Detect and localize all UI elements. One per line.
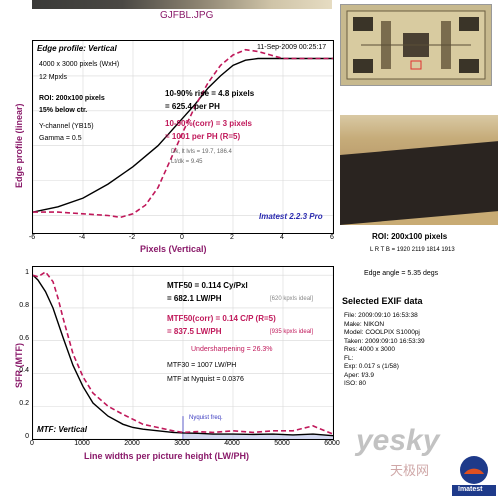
edge-timestamp: 11-Sep-2009 00:25:17 (257, 44, 327, 51)
edge-rise: 10-90% rise = 4.8 pixels (165, 89, 255, 98)
mtf50c-ideal: [935 kpxls ideal] (270, 329, 314, 335)
undersharp: Undersharpening = 26.3% (191, 346, 273, 353)
mtf30: MTF30 = 1007 LW/PH (167, 362, 237, 369)
edge-corr-ph: = 1001 per PH (R=5) (165, 132, 241, 141)
mtf-nyq: MTF at Nyquist = 0.0376 (167, 376, 244, 383)
mtf-xtick-label: 4000 (224, 440, 240, 447)
exif-title: Selected EXIF data (342, 296, 423, 306)
edge-below-ctr: 15% below ctr. (39, 107, 88, 114)
edge-xtick-label: -2 (128, 234, 136, 241)
mtf-ytick-label: 0.2 (19, 400, 29, 408)
roi-lrtb: L R T B = 1920 2119 1814 1913 (370, 247, 455, 253)
mtf50c: MTF50(corr) = 0.14 C/P (R=5) (167, 314, 276, 323)
roi-image (340, 115, 498, 225)
edge-xtick-label: 2 (230, 234, 234, 241)
mtf-xtick-label: 2000 (124, 440, 140, 447)
test-chart-thumbnail-svg (346, 10, 486, 80)
yesky-cn-watermark: 天极网 (390, 463, 430, 478)
mtf-xtick-label: 3000 (174, 440, 190, 447)
edge-lt-dk: Lt/dk = 9.45 (171, 159, 203, 165)
edge-xtick-label: -4 (78, 234, 86, 241)
imatest-logo: Imatest (452, 452, 496, 496)
exif-list: File: 2009:09:10 16:53:38 Make: NIKON Mo… (344, 312, 425, 389)
edge-roi-line: ROI: 200x100 pixels (39, 95, 105, 102)
edge-dk-lt: Dk, lt lvls = 19.7, 186.4 (171, 149, 232, 155)
mtf50-lw: = 682.1 LW/PH (167, 294, 222, 303)
mtf-xtick-label: 6000 (324, 440, 340, 447)
mtf50-ideal: [620 kpxls ideal] (270, 296, 314, 302)
mtf-xlabel: Line widths per picture height (LW/PH) (84, 451, 250, 461)
edge-ylabel: Edge profile (linear) (14, 103, 24, 188)
yesky-watermark: yesky (356, 424, 440, 457)
mtf-xtick-label: 0 (30, 440, 34, 447)
exif-line: File: 2009:09:10 16:53:38 (344, 312, 418, 319)
mtf-ytick-label: 1 (25, 269, 29, 277)
edge-mpxls: 12 Mpxls (39, 74, 68, 81)
mtf-series-corr (33, 270, 333, 435)
edge-profile-plot: Edge profile: Vertical 11-Sep-2009 00:25… (32, 40, 334, 234)
edge-watermark: Imatest 2.2.3 Pro (259, 212, 323, 221)
imatest-logo-svg (452, 456, 496, 496)
mtf50c-lw: = 837.5 LW/PH (167, 327, 222, 336)
edge-gradient-strip (32, 0, 332, 9)
mtf-plot: MTF50 = 0.114 Cy/Pxl = 682.1 LW/PH [620 … (32, 266, 334, 440)
mtf-ytick-label: 0.8 (19, 301, 29, 309)
edge-angle: Edge angle = 5.35 degs (364, 270, 439, 277)
exif-line: Aper: f/3.9 (344, 371, 374, 379)
edge-xtick-label: 0 (180, 234, 184, 241)
edge-corr: 10-90%(corr) = 3 pixels (165, 119, 252, 128)
exif-line: Make: NIKON (344, 320, 385, 328)
edge-series-corr (33, 48, 333, 219)
edge-gamma: Gamma = 0.5 (39, 135, 82, 142)
edge-xtick-label: 4 (280, 234, 284, 241)
exif-line: Exp: 0.017 s (1/58) (344, 363, 399, 370)
edge-xtick-label: 6 (330, 234, 334, 241)
edge-xtick-label: -6 (28, 234, 36, 241)
edge-xlabel: Pixels (Vertical) (140, 244, 207, 254)
edge-size-line: 4000 x 3000 pixels (WxH) (39, 61, 120, 68)
mtf-ylabel: SFR (MTF) (14, 343, 24, 388)
edge-channel: Y-channel (YB15) (39, 123, 94, 130)
exif-line: Taken: 2009:09:10 16:53:39 (344, 337, 425, 345)
test-chart-thumbnail (340, 4, 492, 86)
mtf-xtick-label: 1000 (74, 440, 90, 447)
mtf-series-black (33, 274, 333, 437)
edge-rise-ph: = 625.4 per PH (165, 102, 220, 111)
exif-line: Res: 4000 x 3000 (344, 346, 395, 353)
file-title: GJFBL.JPG (160, 10, 214, 21)
mtf-ytick-label: 0.4 (19, 367, 29, 375)
exif-line: Model: COOLPIX S1000pj (344, 329, 420, 336)
mtf-ytick-label: 0 (25, 433, 29, 440)
nyquist-label: Nyquist freq. (189, 415, 223, 421)
edge-series-black (33, 57, 333, 213)
imatest-logo-text: Imatest (458, 486, 483, 493)
edge-title: Edge profile: Vertical (37, 44, 117, 53)
mtf-ytick-label: 0.6 (19, 334, 29, 342)
exif-line: ISO: 80 (344, 380, 367, 387)
mtf-title: MTF: Vertical (37, 425, 87, 434)
roi-title: ROI: 200x100 pixels (372, 232, 448, 241)
mtf-svg (33, 267, 333, 439)
edge-profile-svg (33, 41, 333, 233)
mtf50: MTF50 = 0.114 Cy/Pxl (167, 281, 248, 290)
exif-line: FL: (344, 354, 354, 362)
mtf-xtick-label: 5000 (274, 440, 290, 447)
